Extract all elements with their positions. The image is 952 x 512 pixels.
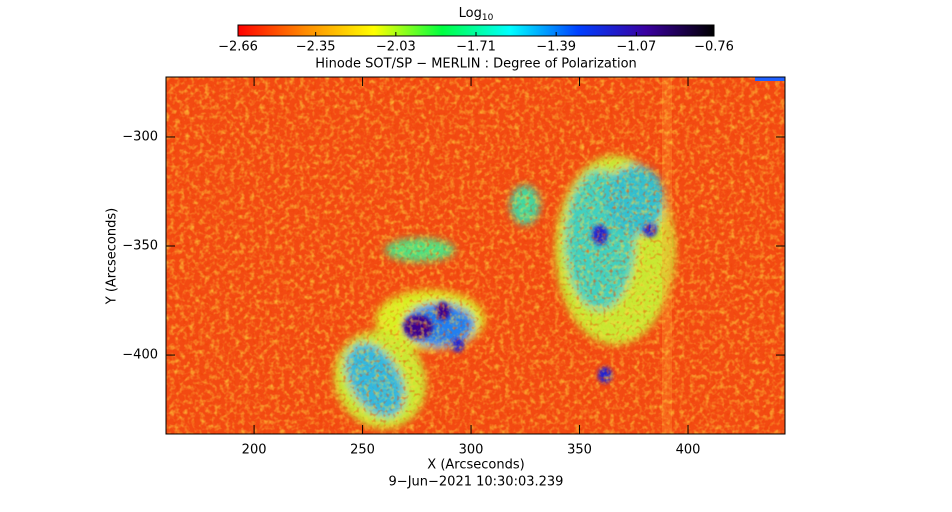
y-tick-label: −350 bbox=[122, 239, 158, 254]
colorbar-label-base: Log bbox=[459, 6, 482, 21]
colorbar-label: Log10 bbox=[459, 6, 494, 23]
colorbar-tick-label: −2.66 bbox=[218, 40, 258, 55]
y-axis-label: Y (Arcseconds) bbox=[105, 208, 120, 305]
colorbar-tick-label: −1.71 bbox=[456, 40, 496, 55]
chart-title: Hinode SOT/SP − MERLIN : Degree of Polar… bbox=[315, 57, 637, 72]
x-tick-label: 200 bbox=[242, 443, 267, 458]
x-tick-label: 350 bbox=[567, 443, 592, 458]
colorbar-tick-label: −1.07 bbox=[616, 40, 656, 55]
colorbar-tick-label: −1.39 bbox=[536, 40, 576, 55]
plot-frame bbox=[165, 76, 786, 435]
y-tick-label: −300 bbox=[122, 129, 158, 144]
x-tick-label: 400 bbox=[676, 443, 701, 458]
x-tick-label: 250 bbox=[350, 443, 375, 458]
x-tick-label: 300 bbox=[459, 443, 484, 458]
image bbox=[166, 77, 785, 434]
colorbar-tick-label: −2.35 bbox=[296, 40, 336, 55]
subtitle: 9−Jun−2021 10:30:03.239 bbox=[389, 475, 564, 490]
colorbar-tick-label: −2.03 bbox=[376, 40, 416, 55]
colorbar-tick-label: −0.76 bbox=[694, 40, 734, 55]
colorbar-label-subscript: 10 bbox=[482, 13, 494, 23]
y-tick-label: −400 bbox=[122, 348, 158, 363]
x-axis-label: X (Arcseconds) bbox=[427, 458, 524, 473]
